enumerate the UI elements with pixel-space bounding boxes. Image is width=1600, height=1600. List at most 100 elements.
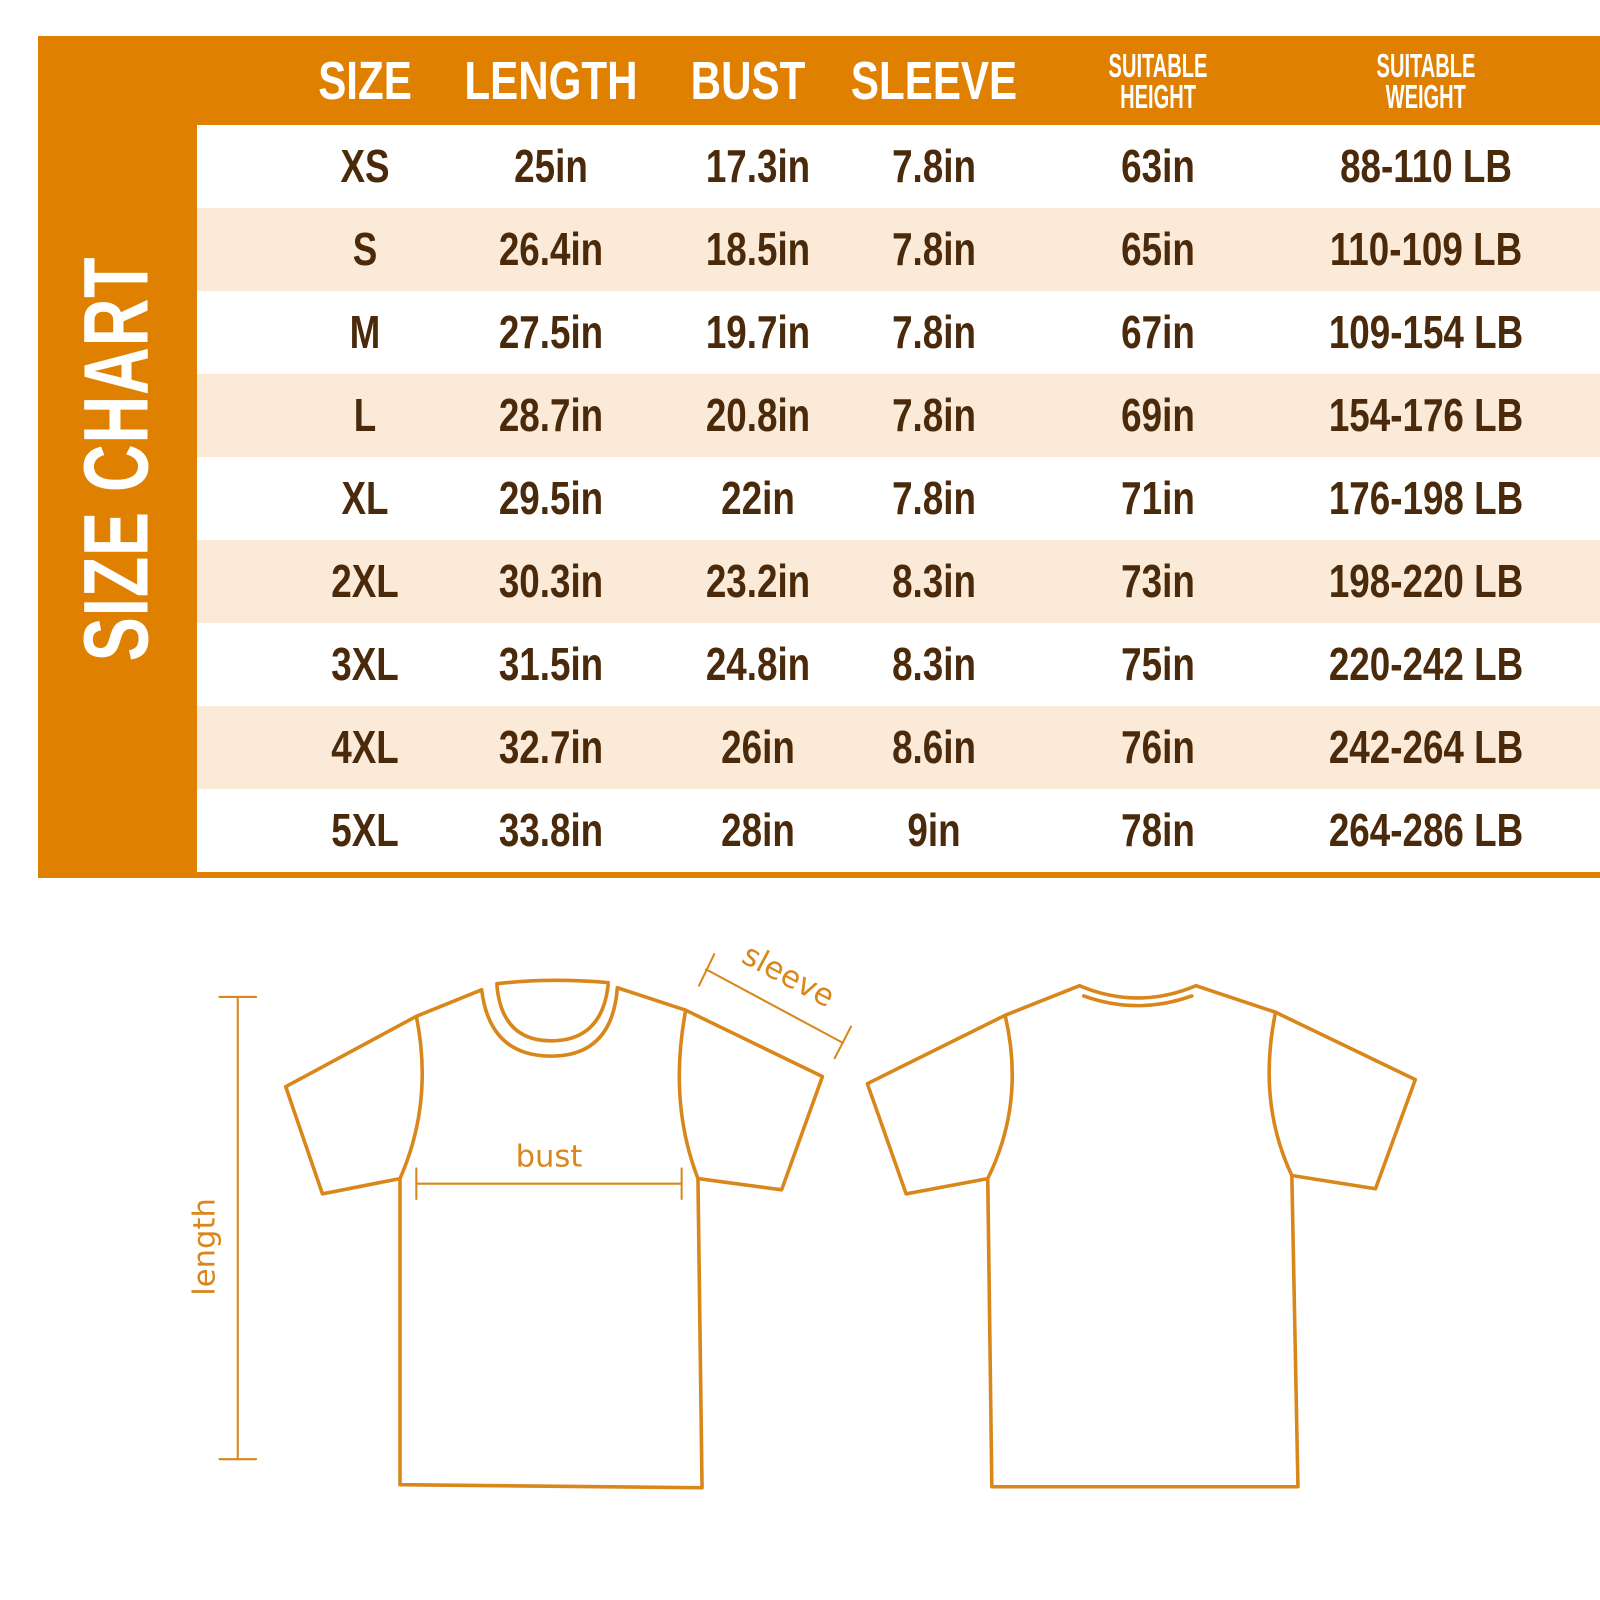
header-weight-text: SUITABLE WEIGHT xyxy=(1363,46,1490,115)
cell-text: 4XL xyxy=(331,721,399,773)
cell-text: 154-176 LB xyxy=(1328,389,1524,441)
cell-text: 264-286 LB xyxy=(1328,804,1524,856)
cell-size: L xyxy=(351,374,379,457)
cell-text: 24.8in xyxy=(705,638,811,690)
header-weight-line1: SUITABLE xyxy=(1376,46,1476,84)
front-tshirt-outline xyxy=(283,978,825,1490)
cell-bust: 22in xyxy=(712,457,804,540)
cell-sleeve: 8.3in xyxy=(882,540,987,623)
back-tshirt-outline xyxy=(865,983,1418,1489)
cell-sleeve: 9in xyxy=(901,789,967,872)
cell-bust: 18.5in xyxy=(693,208,823,291)
cell-text: 176-198 LB xyxy=(1328,472,1524,524)
cell-size: 2XL xyxy=(323,540,407,623)
cell-height: 63in xyxy=(1112,125,1204,208)
cell-size: S xyxy=(350,208,381,291)
cell-text: 65in xyxy=(1121,223,1195,275)
cell-bust: 26in xyxy=(712,706,804,789)
cell-height: 67in xyxy=(1112,291,1204,374)
header-length: LENGTH xyxy=(440,36,662,125)
cell-bust: 23.2in xyxy=(693,540,823,623)
table-row: 2XL 30.3in 23.2in 8.3in 73in 198-220 LB xyxy=(197,540,1600,623)
table-row: M 27.5in 19.7in 7.8in 67in 109-154 LB xyxy=(197,291,1600,374)
cell-text: 220-242 LB xyxy=(1328,638,1524,690)
cell-size: 5XL xyxy=(323,789,407,872)
cell-text: 7.8in xyxy=(892,140,976,192)
cell-weight: 264-286 LB xyxy=(1305,789,1548,872)
cell-sleeve: 7.8in xyxy=(882,457,987,540)
cell-bust: 17.3in xyxy=(693,125,823,208)
cell-text: 88-110 LB xyxy=(1340,140,1512,192)
length-label: length xyxy=(187,1198,222,1296)
cell-size: 4XL xyxy=(323,706,407,789)
cell-bust: 24.8in xyxy=(693,623,823,706)
cell-length: 28.7in xyxy=(486,374,616,457)
cell-weight: 220-242 LB xyxy=(1305,623,1548,706)
header-suitable-height: SUITABLE HEIGHT xyxy=(1077,36,1240,125)
cell-text: 18.5in xyxy=(705,223,811,275)
size-chart-table: SIZE CHART SIZE LENGTH BUST SLEEVE SUITA… xyxy=(38,36,1600,878)
table-header: SIZE LENGTH BUST SLEEVE SUITABLE HEIGHT S… xyxy=(197,36,1600,125)
cell-text: 28in xyxy=(721,804,795,856)
cell-text: 19.7in xyxy=(705,306,811,358)
table-row: S 26.4in 18.5in 7.8in 65in 110-109 LB xyxy=(197,208,1600,291)
cell-text: S xyxy=(352,223,378,275)
header-height-line1: SUITABLE xyxy=(1108,46,1208,84)
cell-text: 8.3in xyxy=(892,555,976,607)
cell-weight: 109-154 LB xyxy=(1305,291,1548,374)
header-suitable-weight: SUITABLE WEIGHT xyxy=(1345,36,1508,125)
cell-text: 69in xyxy=(1121,389,1195,441)
cell-sleeve: 8.6in xyxy=(882,706,987,789)
cell-text: 71in xyxy=(1121,472,1195,524)
header-sleeve-text: SLEEVE xyxy=(850,50,1018,111)
cell-bust: 19.7in xyxy=(693,291,823,374)
header-height-line2: HEIGHT xyxy=(1120,77,1196,115)
cell-bust: 20.8in xyxy=(693,374,823,457)
cell-length: 30.3in xyxy=(486,540,616,623)
cell-length: 29.5in xyxy=(486,457,616,540)
header-bust-text: BUST xyxy=(690,50,806,111)
cell-weight: 242-264 LB xyxy=(1305,706,1548,789)
table-row: 3XL 31.5in 24.8in 8.3in 75in 220-242 LB xyxy=(197,623,1600,706)
cell-text: 26.4in xyxy=(498,223,604,275)
cell-text: 25in xyxy=(514,140,588,192)
sleeve-measure-line xyxy=(697,953,853,1060)
table-row: L 28.7in 20.8in 7.8in 69in 154-176 LB xyxy=(197,374,1600,457)
cell-text: 17.3in xyxy=(705,140,811,192)
cell-length: 32.7in xyxy=(486,706,616,789)
cell-text: 28.7in xyxy=(498,389,604,441)
cell-size: M xyxy=(346,291,384,374)
sleeve-label: sleeve xyxy=(736,938,840,1015)
cell-text: 7.8in xyxy=(892,306,976,358)
cell-text: 109-154 LB xyxy=(1328,306,1524,358)
header-weight-line2: WEIGHT xyxy=(1385,77,1467,115)
cell-text: 73in xyxy=(1121,555,1195,607)
cell-sleeve: 8.3in xyxy=(882,623,987,706)
cell-text: 7.8in xyxy=(892,389,976,441)
bust-measure-line xyxy=(415,1167,683,1200)
header-size-text: SIZE xyxy=(318,50,412,111)
cell-text: 8.3in xyxy=(892,638,976,690)
cell-height: 71in xyxy=(1112,457,1204,540)
cell-length: 33.8in xyxy=(486,789,616,872)
cell-text: 33.8in xyxy=(498,804,604,856)
cell-text: XS xyxy=(340,140,390,192)
cell-size: 3XL xyxy=(323,623,407,706)
cell-weight: 154-176 LB xyxy=(1305,374,1548,457)
cell-text: 26in xyxy=(721,721,795,773)
cell-text: 75in xyxy=(1121,638,1195,690)
cell-text: 9in xyxy=(907,804,961,856)
cell-text: 198-220 LB xyxy=(1328,555,1524,607)
cell-text: M xyxy=(349,306,381,358)
cell-weight: 176-198 LB xyxy=(1305,457,1548,540)
header-bust: BUST xyxy=(675,36,822,125)
cell-text: 7.8in xyxy=(892,223,976,275)
table-row: 4XL 32.7in 26in 8.6in 76in 242-264 LB xyxy=(197,706,1600,789)
bust-label: bust xyxy=(516,1139,583,1174)
cell-text: 23.2in xyxy=(705,555,811,607)
cell-length: 27.5in xyxy=(486,291,616,374)
header-sleeve: SLEEVE xyxy=(827,36,1040,125)
table-row: 5XL 33.8in 28in 9in 78in 264-286 LB xyxy=(197,789,1600,872)
cell-text: 78in xyxy=(1121,804,1195,856)
